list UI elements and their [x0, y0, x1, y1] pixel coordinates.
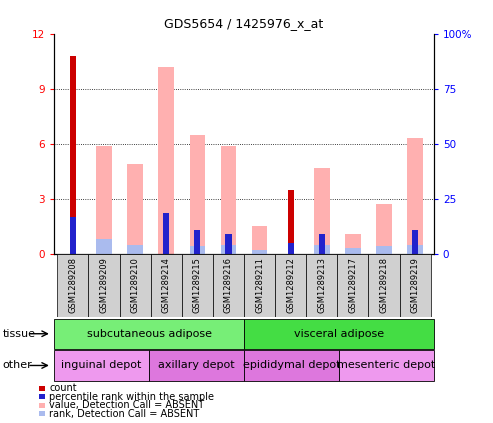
Bar	[412, 230, 418, 254]
Bar	[244, 319, 434, 349]
Bar	[163, 214, 170, 254]
Text: axillary depot: axillary depot	[158, 360, 235, 371]
Text: other: other	[2, 360, 32, 371]
Bar	[376, 204, 392, 254]
Bar	[57, 254, 88, 317]
Bar	[339, 350, 434, 381]
Bar	[96, 146, 112, 254]
Bar	[287, 243, 294, 254]
Bar	[252, 250, 267, 254]
Bar	[96, 239, 112, 254]
Title: GDS5654 / 1425976_x_at: GDS5654 / 1425976_x_at	[164, 17, 324, 30]
Bar	[149, 350, 244, 381]
Text: epididymal depot: epididymal depot	[243, 360, 340, 371]
Text: GSM1289212: GSM1289212	[286, 257, 295, 313]
Text: percentile rank within the sample: percentile rank within the sample	[49, 392, 214, 402]
Text: GSM1289214: GSM1289214	[162, 257, 171, 313]
Bar	[252, 226, 267, 254]
Bar	[376, 247, 392, 254]
Bar	[54, 350, 149, 381]
Bar	[213, 254, 244, 317]
Text: GSM1289218: GSM1289218	[380, 257, 388, 313]
Bar	[275, 254, 306, 317]
Bar	[337, 254, 368, 317]
Bar	[221, 244, 236, 254]
Bar	[314, 244, 330, 254]
Text: subcutaneous adipose: subcutaneous adipose	[87, 329, 211, 339]
Text: mesenteric depot: mesenteric depot	[337, 360, 435, 371]
Bar	[127, 164, 143, 254]
Text: GSM1289216: GSM1289216	[224, 257, 233, 313]
Bar	[225, 233, 232, 254]
Bar	[345, 248, 361, 254]
Bar	[190, 135, 205, 254]
Text: GSM1289210: GSM1289210	[131, 257, 140, 313]
Bar	[318, 233, 325, 254]
Text: count: count	[49, 383, 77, 393]
Bar	[314, 168, 330, 254]
Text: GSM1289213: GSM1289213	[317, 257, 326, 313]
Text: GSM1289219: GSM1289219	[411, 257, 420, 313]
Text: GSM1289209: GSM1289209	[100, 257, 108, 313]
Bar	[70, 217, 76, 254]
Text: inguinal depot: inguinal depot	[62, 360, 142, 371]
Bar	[287, 190, 294, 254]
Bar	[400, 254, 431, 317]
Bar	[127, 244, 143, 254]
Text: tissue: tissue	[2, 329, 35, 339]
Bar	[345, 233, 361, 254]
Bar	[407, 244, 423, 254]
Text: GSM1289208: GSM1289208	[69, 257, 77, 313]
Bar	[158, 67, 174, 254]
Bar	[407, 138, 423, 254]
Text: GSM1289211: GSM1289211	[255, 257, 264, 313]
Bar	[244, 350, 339, 381]
Text: GSM1289217: GSM1289217	[349, 257, 357, 313]
Text: visceral adipose: visceral adipose	[294, 329, 384, 339]
Bar	[368, 254, 400, 317]
Text: rank, Detection Call = ABSENT: rank, Detection Call = ABSENT	[49, 409, 200, 419]
Bar	[244, 254, 275, 317]
Text: value, Detection Call = ABSENT: value, Detection Call = ABSENT	[49, 400, 205, 410]
Bar	[306, 254, 337, 317]
Bar	[190, 247, 205, 254]
Bar	[120, 254, 151, 317]
Bar	[151, 254, 182, 317]
Bar	[182, 254, 213, 317]
Text: GSM1289215: GSM1289215	[193, 257, 202, 313]
Bar	[88, 254, 120, 317]
Bar	[194, 230, 201, 254]
Bar	[221, 146, 236, 254]
Bar	[54, 319, 244, 349]
Bar	[70, 56, 76, 254]
